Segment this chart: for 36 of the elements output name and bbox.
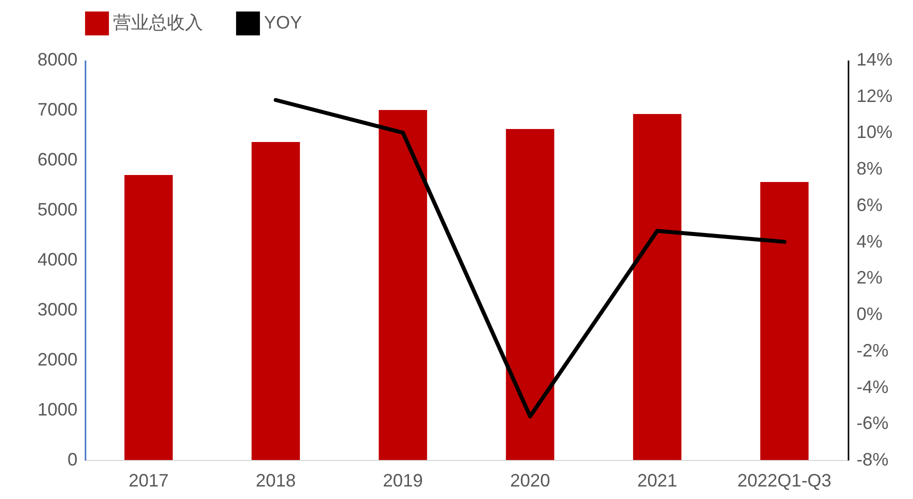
y2-tick-label: -2% xyxy=(856,340,889,360)
y2-tick-label: -4% xyxy=(856,376,889,397)
line-series xyxy=(274,98,786,418)
x-tick-label: 2021 xyxy=(637,470,678,490)
bar xyxy=(506,129,554,460)
y2-tick-label: 4% xyxy=(856,231,883,252)
legend-label: YOY xyxy=(264,12,302,32)
y-tick-label: 6000 xyxy=(37,150,78,170)
legend-label: 营业总收入 xyxy=(113,12,203,32)
y2-tick-label: 12% xyxy=(856,86,893,106)
y2-tick-label: 0% xyxy=(856,304,883,324)
y-tick-label: 4000 xyxy=(37,250,78,270)
x-tick-label: 2017 xyxy=(128,470,169,490)
y-tick-label: 8000 xyxy=(37,50,78,70)
y-tick-label: 2000 xyxy=(37,350,78,370)
y2-tick-label: 10% xyxy=(856,122,893,142)
bar xyxy=(124,175,173,460)
bar xyxy=(633,114,682,460)
y-tick-label: 7000 xyxy=(37,100,78,120)
y-tick-label: 0 xyxy=(67,450,78,470)
y2-tick-label: -8% xyxy=(856,450,889,470)
y-tick-label: 3000 xyxy=(37,300,78,320)
y2-tick-label: 14% xyxy=(856,50,893,70)
y-tick-label: 5000 xyxy=(37,200,78,220)
x-tick-label: 2022Q1-Q3 xyxy=(737,470,832,490)
bar xyxy=(378,110,428,460)
x-tick-label: 2018 xyxy=(256,470,296,490)
y2-tick-label: 8% xyxy=(856,158,883,179)
x-tick-label: 2020 xyxy=(510,470,550,490)
y2-tick-label: -6% xyxy=(856,413,889,434)
y2-tick-label: 6% xyxy=(856,194,883,215)
y-tick-label: 1000 xyxy=(37,400,78,420)
bar xyxy=(252,142,300,460)
bar xyxy=(760,182,809,460)
y2-tick-label: 2% xyxy=(856,268,883,288)
x-tick-label: 2019 xyxy=(382,470,423,490)
